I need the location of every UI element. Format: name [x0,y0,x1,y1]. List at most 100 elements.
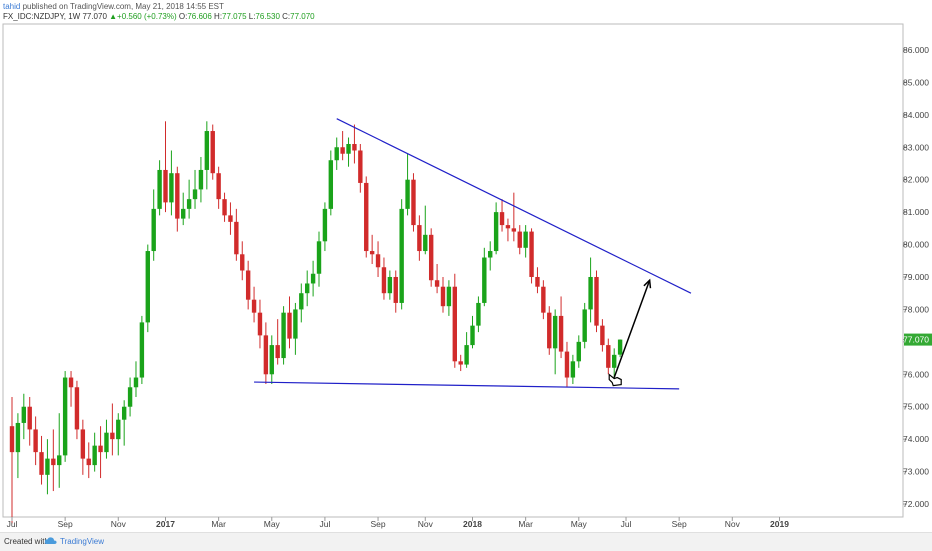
axes: 72.00073.00074.00075.00076.00077.00078.0… [7,45,932,529]
low-label: L: [248,12,256,21]
candle-body [222,199,227,216]
candle-body [116,419,121,440]
candle-body [428,234,434,281]
low-value: 76.530 [255,12,280,21]
y-tick-label: 79.000 [903,272,929,282]
candle-body [316,241,322,274]
candle-body [287,312,292,339]
candle-body [145,251,150,323]
candle-body [387,276,393,294]
candle-body [163,169,168,203]
price-chart[interactable]: 72.00073.00074.00075.00076.00077.00078.0… [0,0,932,532]
projection-arrow-head [643,278,652,289]
x-tick-label: Mar [518,519,533,529]
y-tick-label: 84.000 [903,110,929,120]
candle-body [582,309,587,342]
x-tick-label: Sep [58,519,73,529]
author-link[interactable]: tahid [3,2,21,11]
y-tick-label: 78.000 [903,304,929,314]
hand-cursor-icon [608,373,622,387]
candle-body [505,225,511,229]
chart-header: tahid published on TradingView.com, May … [0,0,932,24]
publish-text: published on TradingView.com, May 21, 20… [20,2,224,11]
x-tick-label: Jul [621,519,632,529]
candle-body [15,422,21,453]
candle-body [74,387,80,430]
x-tick-label: May [264,519,281,529]
candle-body [33,429,38,453]
candle-body [27,406,32,430]
candle-body [440,286,446,307]
candle-body [488,251,493,258]
x-tick-label: May [571,519,588,529]
candle-body [62,377,68,456]
candle-body [417,225,422,252]
candle-body [547,312,552,349]
candle-body [198,169,204,190]
candle-body [576,341,581,362]
candle-body [192,189,198,200]
candle-body [375,254,381,268]
candle-body [322,208,328,242]
candle-body [612,354,617,368]
projection-arrow [613,279,651,378]
x-tick-label: Jul [319,519,330,529]
candle-body [476,302,481,326]
open-label: O: [178,12,188,21]
close-label: C: [282,12,291,21]
candle-body [452,286,457,362]
candle-body [364,182,369,252]
symbol-ohlc-line: FX_IDC:NZDJPY, 1W 77.070 ▲+0.560 (+0.73%… [3,12,315,21]
grid [2,23,904,518]
candle-body [346,144,351,154]
candle-body [51,458,56,466]
tradingview-brand[interactable]: TradingView [60,537,105,546]
candle-body [186,199,192,209]
price-change: ▲+0.560 (+0.73%) [109,12,177,21]
candle-body [541,286,546,313]
candle-body [340,147,345,154]
open-value: 76.606 [187,12,212,21]
x-tick-label: Nov [418,519,434,529]
candle-body [411,179,416,226]
candle-body [127,387,133,407]
candle-body [110,432,115,440]
candle-body [92,445,97,466]
last-price-tag [904,333,932,346]
candle-body [151,208,156,252]
candle-body [263,335,269,375]
candle-body [68,377,74,388]
candle-body [281,312,286,359]
candle-body [511,228,517,232]
plot-frame [2,23,904,518]
candle-body [352,144,357,151]
candle-body [39,452,44,475]
symbol-label: FX_IDC:NZDJPY, 1W [3,12,81,21]
x-tick-label: Mar [211,519,226,529]
y-tick-label: 86.000 [903,45,929,55]
candle-body [175,173,180,219]
candle-body [139,322,145,378]
candle-body [617,339,623,355]
candle-body [517,231,522,248]
candles [9,121,623,524]
tradingview-cloud-logo[interactable] [44,536,58,546]
candle-body [446,286,452,307]
high-label: H: [214,12,223,21]
candle-body [423,234,428,252]
annotations [254,118,692,390]
x-tick-label: 2019 [770,519,789,529]
candle-body [594,276,599,326]
x-tick-label: 2018 [463,519,482,529]
hand-cursor-shape [608,373,622,387]
candle-body [257,312,263,336]
candle-body [464,345,469,365]
y-tick-label: 72.000 [903,499,929,509]
candle-body [251,299,257,313]
candle-body [98,445,103,453]
candle-body [86,458,91,466]
candle-body [157,169,162,209]
x-tick-label: Jul [7,519,18,529]
last-price: 77.070 [82,12,107,21]
candle-body [21,406,27,423]
